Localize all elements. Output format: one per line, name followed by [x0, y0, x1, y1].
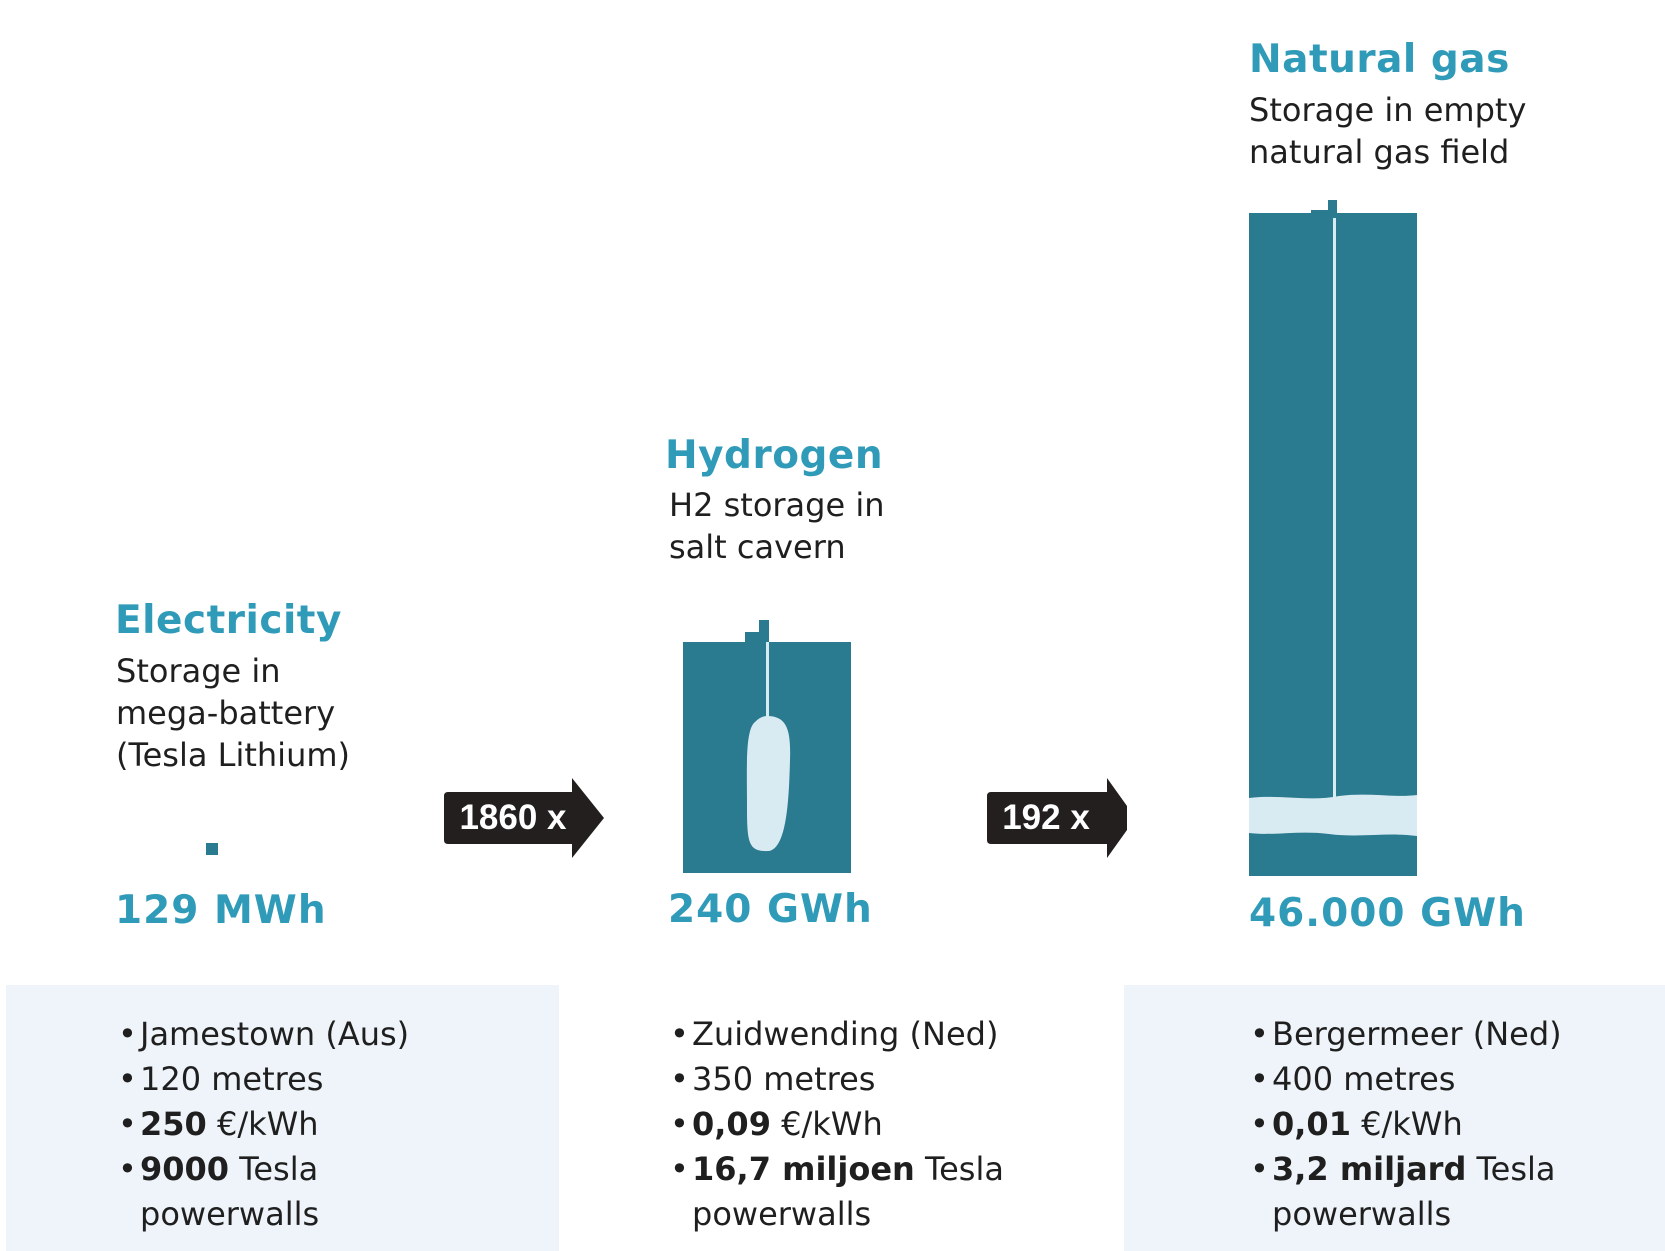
natural-gas-title: Natural gas: [1249, 37, 1510, 82]
gas-field-illustration: [1249, 198, 1417, 876]
salt-cavern-illustration: [683, 618, 851, 873]
gas-wellhead-pipe: [1328, 200, 1337, 218]
natural-gas-fact-location: • Bergermeer (Ned): [1250, 1015, 1562, 1053]
gas-reservoir-layer: [1249, 794, 1417, 836]
cavern-shape: [746, 716, 791, 852]
hydrogen-title: Hydrogen: [665, 433, 884, 478]
electricity-title: Electricity: [115, 598, 342, 643]
electricity-fact-location: • Jamestown (Aus): [118, 1015, 410, 1053]
multiplier-arrow-1: 1860 x: [444, 778, 604, 858]
multiplier-label-2: 192 x: [1002, 798, 1090, 837]
hydrogen-facts-list: • Zuidwending (Ned) • 350 metres • 0,09 €/k…: [670, 1012, 1004, 1237]
wellhead-pipe: [759, 620, 769, 646]
electricity-subtitle: Storage in mega-battery (Tesla Lithium): [116, 650, 350, 776]
electricity-subtitle-line-1: Storage in: [116, 652, 281, 690]
hydrogen-subtitle-line-2: salt cavern: [669, 528, 846, 566]
gas-wellhead-base: [1311, 210, 1331, 218]
multiplier-arrow-2: 192 x: [987, 778, 1147, 858]
natural-gas-capacity: 46.000 GWh: [1249, 891, 1526, 936]
hydrogen-capacity: 240 GWh: [668, 887, 873, 932]
multiplier-label-1: 1860 x: [459, 798, 567, 837]
gas-well-shaft: [1333, 218, 1336, 798]
hydrogen-fact-cost: • 0,09 €/kWh: [670, 1105, 883, 1143]
hydrogen-fact-depth: • 350 metres: [670, 1060, 876, 1098]
electricity-fact-depth: • 120 metres: [118, 1060, 324, 1098]
hydrogen-fact-powerwalls: • 16,7 miljoen Tesla powerwalls: [670, 1150, 1004, 1233]
natural-gas-subtitle-line-1: Storage in empty: [1249, 91, 1527, 129]
natural-gas-subtitle-line-2: natural gas field: [1249, 133, 1510, 171]
natural-gas-subtitle: Storage in empty natural gas field: [1249, 89, 1526, 173]
electricity-fact-powerwalls: • 9000 Tesla powerwalls: [118, 1150, 320, 1233]
electricity-subtitle-line-3: (Tesla Lithium): [116, 736, 350, 774]
wellhead-base: [745, 632, 761, 646]
well-shaft: [766, 642, 769, 732]
electricity-facts-panel: • Jamestown (Aus) • 120 metres • 250 €/kWh …: [6, 985, 559, 1251]
arrow-shape-1: [444, 778, 604, 858]
natural-gas-fact-cost: • 0,01 €/kWh: [1250, 1105, 1463, 1143]
hydrogen-facts-panel: • Zuidwending (Ned) • 350 metres • 0,09 €/k…: [559, 985, 1124, 1251]
hydrogen-subtitle-line-1: H2 storage in: [669, 486, 885, 524]
electricity-fact-cost: • 250 €/kWh: [118, 1105, 319, 1143]
natural-gas-fact-powerwalls: • 3,2 miljard Tesla powerwalls: [1250, 1150, 1556, 1233]
electricity-facts-list: • Jamestown (Aus) • 120 metres • 250 €/kWh …: [118, 1012, 409, 1237]
battery-block: [206, 843, 218, 855]
arrow-shape-2: [987, 778, 1127, 858]
hydrogen-subtitle: H2 storage in salt cavern: [669, 484, 885, 568]
natural-gas-facts-panel: • Bergermeer (Ned) • 400 metres • 0,01 €/kW…: [1124, 985, 1665, 1251]
natural-gas-fact-depth: • 400 metres: [1250, 1060, 1456, 1098]
hydrogen-fact-location: • Zuidwending (Ned): [670, 1015, 999, 1053]
electricity-capacity: 129 MWh: [115, 888, 327, 933]
electricity-subtitle-line-2: mega-battery: [116, 694, 336, 732]
natural-gas-facts-list: • Bergermeer (Ned) • 400 metres • 0,01 €/kW…: [1250, 1012, 1562, 1237]
